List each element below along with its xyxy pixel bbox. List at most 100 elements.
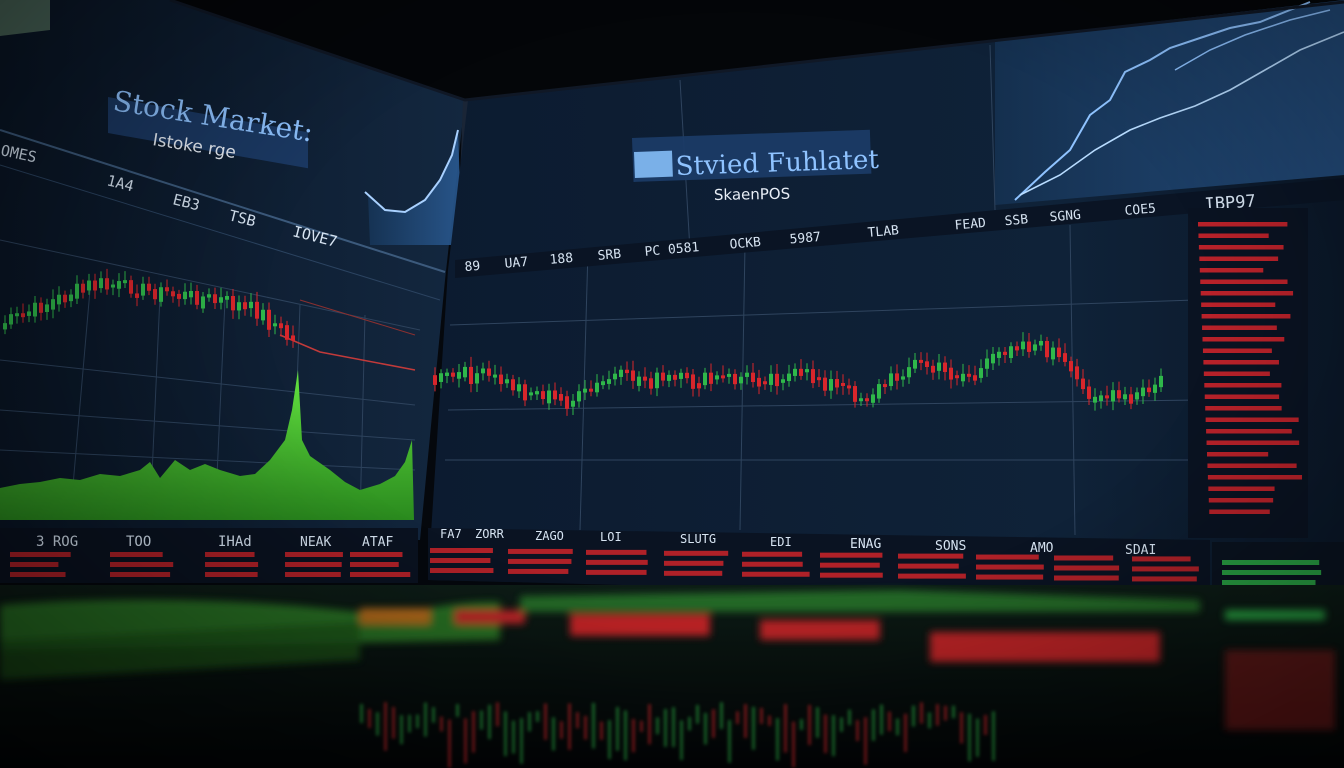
reflection-candle [496, 702, 499, 727]
right-header-label: SRB [597, 247, 622, 264]
reflection-candle [712, 709, 715, 738]
reflection-candle [960, 712, 963, 744]
reflection-candle [656, 717, 659, 735]
candle [523, 384, 527, 401]
reflection-candle [592, 702, 595, 749]
ticker-bar [110, 572, 171, 577]
candle [739, 376, 743, 384]
reflection-candle [424, 702, 427, 737]
reflection-candle [920, 702, 923, 724]
candle [1141, 387, 1145, 397]
reflection-candle [784, 704, 787, 753]
candle [571, 400, 575, 407]
right-header-label: UA7 [504, 255, 529, 272]
candle [1111, 390, 1115, 402]
reflection-candle [808, 704, 811, 745]
candle [487, 368, 491, 376]
candle [859, 398, 863, 402]
candle [171, 291, 175, 297]
candle [853, 386, 857, 402]
candle [1081, 378, 1085, 390]
right-bottom-label: FA7 [440, 527, 462, 541]
candle [99, 278, 103, 289]
reflection-candle [544, 703, 547, 740]
candle [991, 353, 995, 364]
candle [577, 391, 581, 402]
right-bottom-label: SONS [935, 539, 966, 554]
ticker-bar [1204, 394, 1280, 399]
reflection-candle [752, 706, 755, 750]
candle [511, 379, 515, 391]
candle [451, 372, 455, 377]
candle [655, 372, 659, 389]
candle [649, 378, 653, 389]
candle [895, 373, 899, 381]
right-header-label: SSB [1004, 212, 1029, 229]
reflection-candle [928, 712, 931, 729]
candle [823, 377, 827, 391]
reflection-candle [816, 707, 819, 738]
ticker-bar [664, 550, 729, 556]
candle [153, 289, 157, 300]
ticker-bar [898, 553, 964, 559]
ticker-bar [1203, 360, 1279, 365]
candle [967, 373, 971, 377]
candle [1117, 390, 1121, 399]
reflection-candle [856, 720, 859, 742]
candle [105, 278, 109, 290]
candle [643, 376, 647, 381]
right-header-label: 188 [549, 251, 574, 268]
candle [619, 369, 623, 377]
candle [445, 372, 449, 376]
candle [865, 398, 869, 402]
candle [709, 372, 713, 384]
right-header-label: TLAB [867, 223, 900, 241]
candle [703, 372, 707, 386]
candle [1057, 347, 1061, 358]
reflection-candle [648, 704, 651, 745]
candle [27, 311, 31, 316]
left-bottom-label: IHAd [218, 534, 252, 550]
ticker-bar [1207, 452, 1269, 457]
candle [889, 373, 893, 387]
reflection-candle [952, 705, 955, 719]
reflection-candle [704, 712, 707, 745]
candle [3, 323, 7, 330]
candle [1093, 396, 1097, 403]
candle [165, 287, 169, 292]
ticker-bar [1202, 337, 1285, 342]
ticker-bar [508, 558, 572, 564]
ticker-bar [1132, 566, 1199, 572]
reflection-candle [664, 709, 667, 747]
candle [255, 301, 259, 319]
ticker-bar [110, 562, 174, 567]
ticker-bar [1209, 509, 1270, 514]
candle [1033, 344, 1037, 351]
right-header-label: SGNG [1049, 208, 1082, 226]
ticker-bar [820, 572, 883, 578]
candle [291, 335, 295, 341]
ticker-bar [664, 560, 724, 566]
ticker-bar [508, 568, 569, 574]
reflection-candle [376, 712, 379, 736]
candle [1129, 394, 1133, 404]
candle [691, 374, 695, 389]
candle [195, 290, 199, 305]
candle [913, 359, 917, 369]
ticker-bar [110, 552, 163, 557]
ticker-bar [1198, 245, 1284, 250]
ticker-bar [1201, 302, 1276, 307]
left-bottom-label: TOO [126, 534, 151, 550]
candle [883, 384, 887, 388]
candle [177, 293, 181, 299]
candle [841, 382, 845, 386]
reflection-candle [768, 715, 771, 726]
candle [69, 294, 73, 302]
candle [553, 390, 557, 400]
candle [273, 323, 277, 327]
ticker-bar [350, 562, 399, 567]
right-header-label: OCKB [729, 235, 762, 253]
candle [829, 379, 833, 391]
candle [117, 281, 121, 289]
candle [925, 361, 929, 367]
